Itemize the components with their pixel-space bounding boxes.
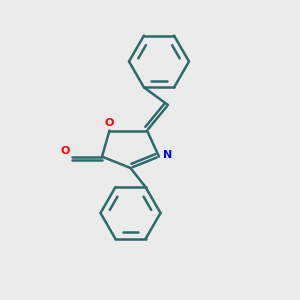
Text: O: O <box>105 118 114 128</box>
Text: O: O <box>61 146 70 156</box>
Text: N: N <box>164 150 172 160</box>
